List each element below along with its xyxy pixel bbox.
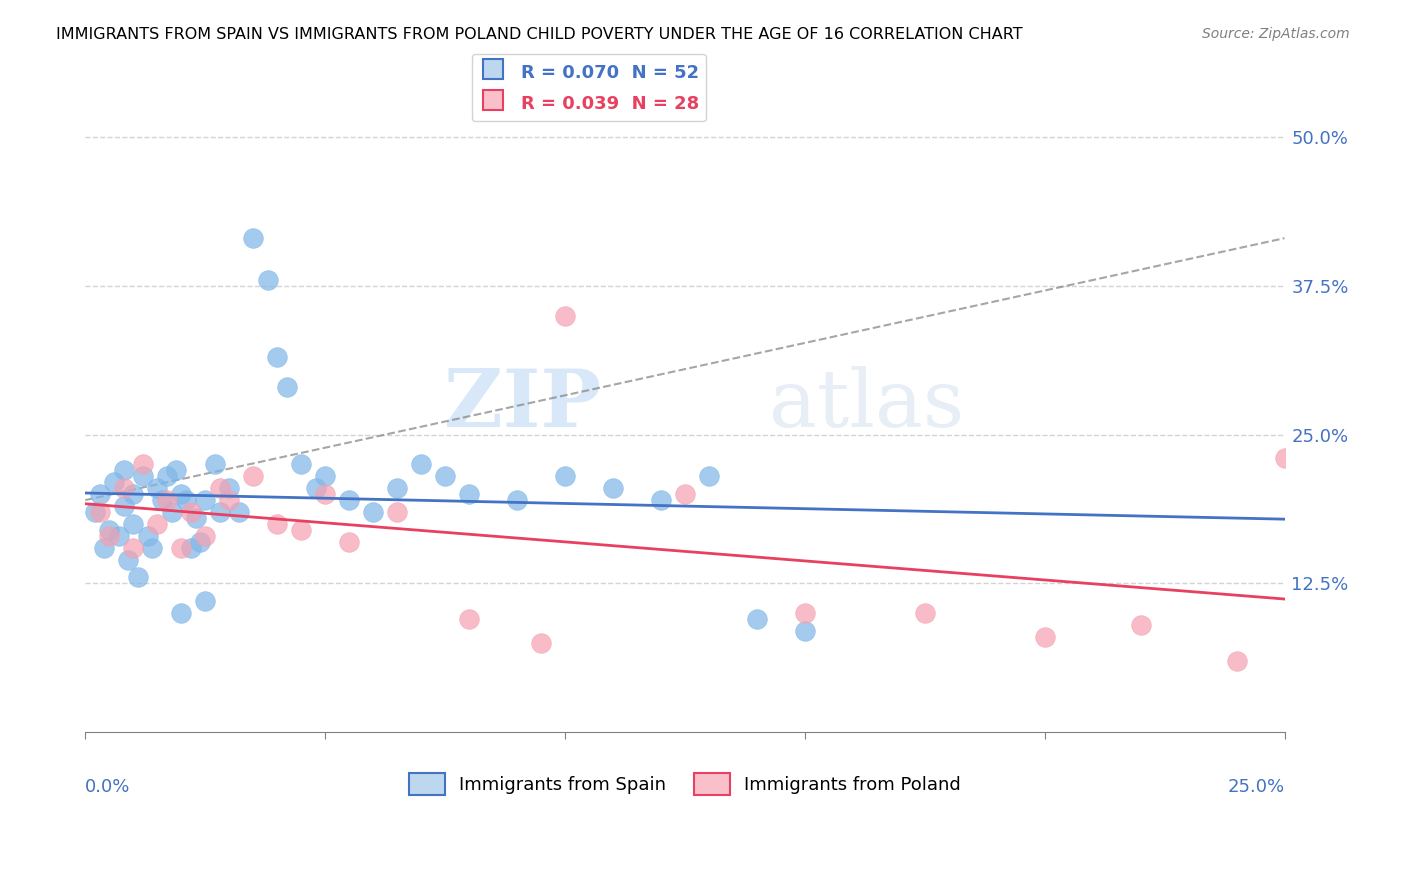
Point: [122, 487, 145, 501]
Text: ZIP: ZIP: [444, 366, 600, 444]
Point: [165, 463, 187, 477]
Point: [170, 606, 193, 620]
Point: [1274, 451, 1296, 466]
Point: [170, 541, 193, 555]
Point: [242, 469, 264, 483]
Point: [266, 516, 288, 531]
Point: [98, 529, 121, 543]
Point: [218, 481, 240, 495]
Point: [208, 505, 231, 519]
Point: [194, 594, 217, 608]
Point: [194, 529, 217, 543]
Point: [89, 505, 111, 519]
Point: [174, 493, 197, 508]
Point: [266, 350, 288, 364]
Point: [530, 636, 553, 650]
Point: [180, 505, 202, 519]
Point: [554, 309, 576, 323]
Point: [554, 469, 576, 483]
Text: IMMIGRANTS FROM SPAIN VS IMMIGRANTS FROM POLAND CHILD POVERTY UNDER THE AGE OF 1: IMMIGRANTS FROM SPAIN VS IMMIGRANTS FROM…: [56, 27, 1024, 42]
Point: [673, 487, 696, 501]
Point: [218, 493, 240, 508]
Point: [506, 493, 529, 508]
Point: [93, 541, 115, 555]
Point: [146, 516, 169, 531]
Point: [1129, 618, 1152, 632]
Point: [1033, 630, 1056, 644]
Point: [242, 231, 264, 245]
Point: [337, 534, 360, 549]
Point: [170, 487, 193, 501]
Text: 0.0%: 0.0%: [86, 778, 131, 796]
Point: [112, 499, 135, 513]
Point: [602, 481, 624, 495]
Point: [361, 505, 384, 519]
Point: [290, 458, 312, 472]
Point: [112, 481, 135, 495]
Text: Source: ZipAtlas.com: Source: ZipAtlas.com: [1202, 27, 1350, 41]
Point: [385, 481, 408, 495]
Point: [304, 481, 326, 495]
Point: [112, 463, 135, 477]
Point: [204, 458, 226, 472]
Point: [190, 534, 212, 549]
Point: [146, 481, 169, 495]
Point: [132, 469, 155, 483]
Point: [83, 505, 105, 519]
Point: [650, 493, 672, 508]
Point: [141, 541, 163, 555]
Point: [89, 487, 111, 501]
Point: [127, 570, 149, 584]
Text: atlas: atlas: [769, 366, 965, 444]
Point: [208, 481, 231, 495]
Point: [194, 493, 217, 508]
Point: [458, 487, 481, 501]
Point: [108, 529, 131, 543]
Text: 25.0%: 25.0%: [1227, 778, 1285, 796]
Point: [156, 493, 179, 508]
Point: [793, 624, 815, 638]
Point: [314, 469, 336, 483]
Point: [314, 487, 336, 501]
Point: [793, 606, 815, 620]
Point: [290, 523, 312, 537]
Point: [745, 612, 768, 626]
Point: [122, 516, 145, 531]
Point: [256, 273, 278, 287]
Point: [150, 493, 173, 508]
Point: [434, 469, 457, 483]
Point: [132, 458, 155, 472]
Point: [276, 380, 298, 394]
Point: [160, 505, 183, 519]
Point: [914, 606, 936, 620]
Point: [103, 475, 125, 490]
Point: [1225, 654, 1247, 668]
Point: [156, 469, 179, 483]
Legend: Immigrants from Spain, Immigrants from Poland: Immigrants from Spain, Immigrants from P…: [402, 765, 969, 802]
Point: [409, 458, 432, 472]
Point: [184, 511, 207, 525]
Point: [458, 612, 481, 626]
Point: [385, 505, 408, 519]
Point: [337, 493, 360, 508]
Point: [136, 529, 159, 543]
Point: [180, 541, 202, 555]
Point: [117, 552, 139, 566]
Point: [228, 505, 250, 519]
Point: [122, 541, 145, 555]
Point: [98, 523, 121, 537]
Point: [697, 469, 720, 483]
